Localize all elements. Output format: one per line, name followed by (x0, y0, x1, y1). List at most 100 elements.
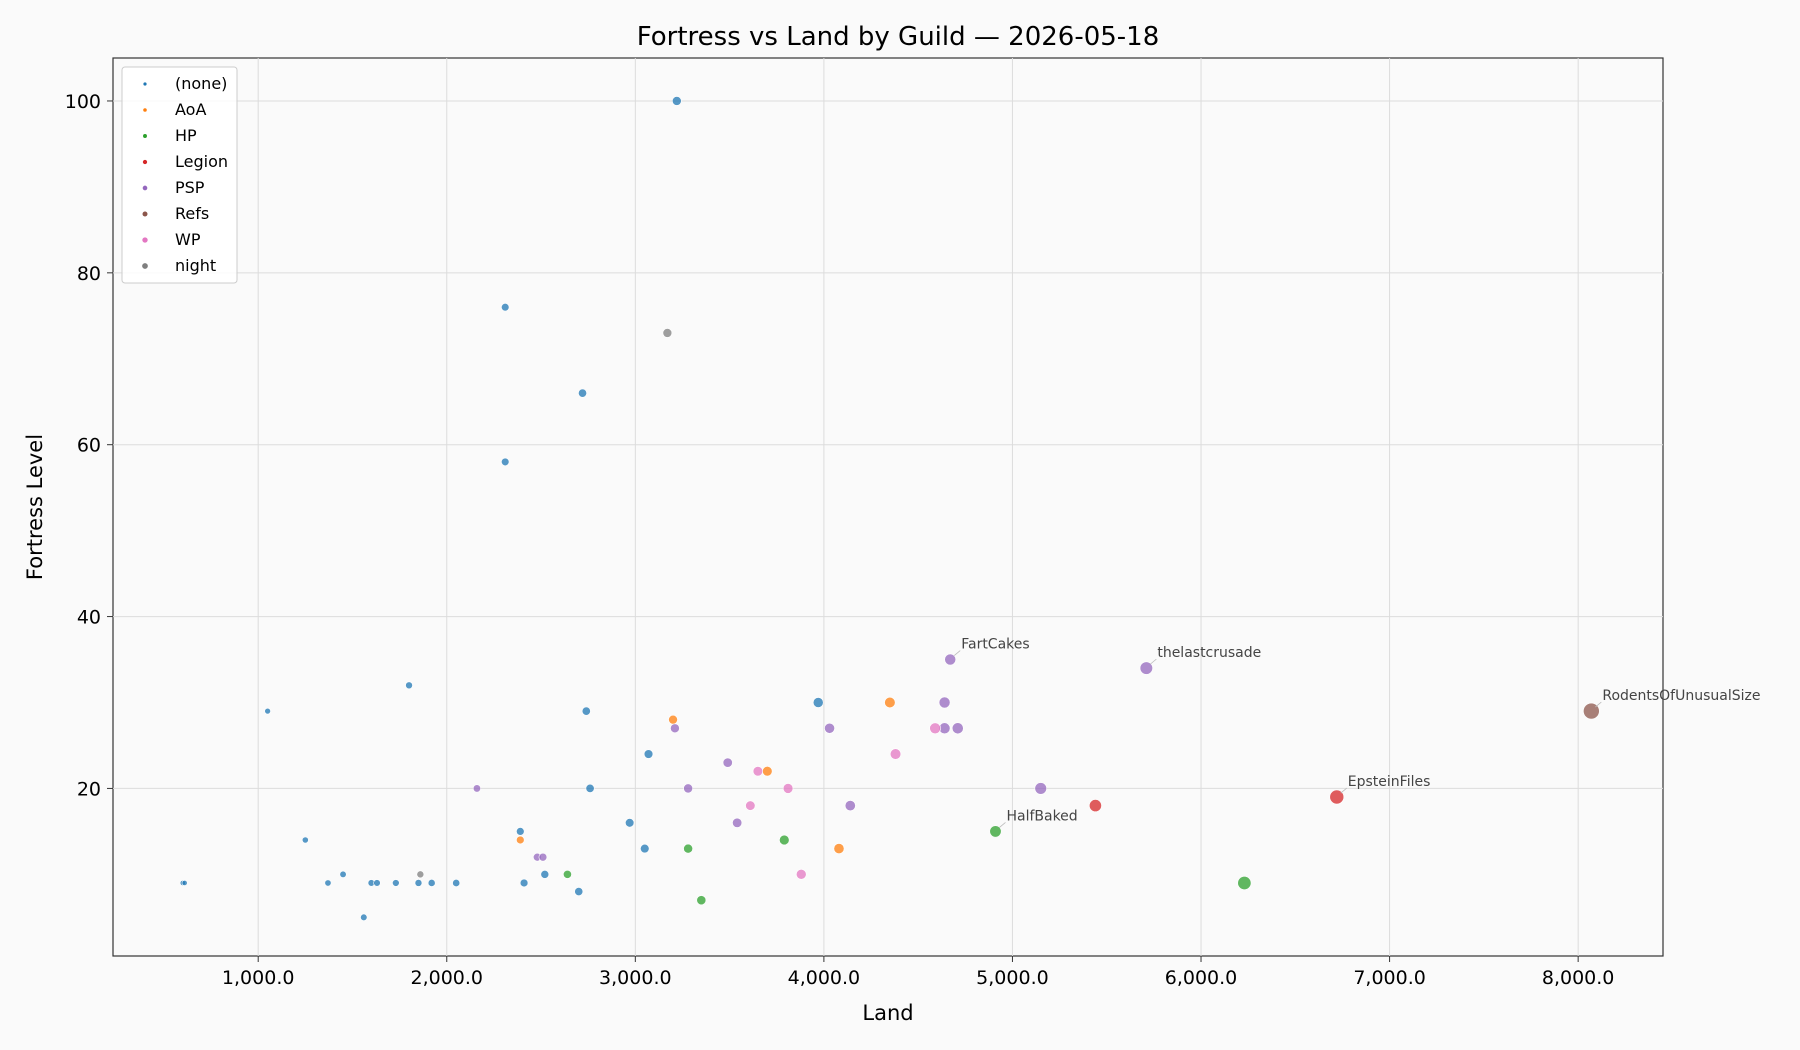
series-group (179, 96, 824, 921)
data-point (722, 757, 733, 768)
data-point (501, 303, 510, 312)
data-point (339, 870, 347, 878)
data-point (683, 783, 693, 794)
data-point (732, 817, 743, 828)
data-point (1034, 782, 1047, 795)
series-group (745, 722, 941, 880)
data-point (944, 653, 957, 666)
y-tick-label: 40 (77, 607, 101, 629)
data-point (264, 707, 271, 715)
data-point (416, 870, 425, 879)
x-ticks: 1,000.0 2,000.0 3,000.0 4,000.0 5,000.0 6,000… (222, 956, 1614, 989)
data-point (392, 879, 400, 887)
grid-layer (113, 58, 1663, 956)
data-point (782, 783, 794, 794)
series-group (1089, 789, 1345, 813)
x-tick-label: 2,000.0 (410, 967, 483, 989)
data-point (812, 697, 824, 708)
data-point (181, 880, 188, 886)
data-point (578, 388, 587, 398)
legend-label: (none) (175, 74, 227, 93)
legend-swatch (142, 211, 148, 217)
data-point (1237, 875, 1252, 890)
data-point (452, 878, 461, 887)
y-tick-label: 20 (77, 778, 101, 800)
point-annotation: RodentsOfUnusualSize (1602, 688, 1760, 704)
plot-area (112, 57, 1664, 957)
legend-swatch (142, 263, 148, 269)
data-point (563, 869, 572, 879)
x-tick-label: 5,000.0 (976, 967, 1049, 989)
legend-label: Refs (175, 204, 209, 223)
chart-title: Fortress vs Land by Guild — 2026-05-18 (637, 22, 1160, 52)
points-layer (179, 96, 1600, 921)
data-point (301, 836, 309, 844)
data-point (1329, 789, 1345, 805)
data-point (585, 783, 595, 793)
x-tick-label: 3,000.0 (599, 967, 672, 989)
point-annotation: HalfBaked (1006, 808, 1077, 824)
y-tick-label: 60 (77, 435, 101, 457)
annotation-leader (953, 650, 961, 656)
legend-swatch (143, 82, 147, 86)
data-point (519, 878, 529, 888)
series-group (516, 696, 896, 855)
annotation-layer: FartCakes thelastcrusade RodentsOfUnusualS… (953, 637, 1760, 828)
data-point (538, 852, 548, 862)
data-point (779, 834, 790, 846)
legend-label: WP (175, 230, 201, 249)
x-tick-label: 4,000.0 (788, 967, 861, 989)
data-point (643, 749, 654, 759)
point-annotation: FartCakes (961, 637, 1029, 653)
data-point (516, 835, 525, 845)
data-point (324, 879, 332, 887)
data-point (844, 800, 856, 812)
data-point (795, 869, 807, 880)
data-point (671, 96, 682, 106)
legend: (none) AoA HP Legion PSP Refs WP night (121, 66, 238, 284)
annotation-leader (1150, 658, 1157, 665)
data-point (762, 766, 773, 777)
legend-label: night (175, 256, 216, 275)
data-point (824, 722, 835, 734)
data-point (929, 722, 941, 735)
annotation-leader (1595, 701, 1602, 708)
data-point (405, 681, 413, 690)
legend-swatch (143, 108, 147, 112)
y-tick-label: 80 (77, 263, 101, 285)
legend-label: Legion (175, 152, 228, 171)
point-annotation: EpsteinFiles (1348, 774, 1431, 790)
data-point (373, 879, 381, 887)
data-point (625, 818, 635, 828)
y-axis-label: Fortress Level (23, 434, 47, 580)
data-point (696, 895, 707, 906)
legend-swatch (143, 134, 147, 138)
data-point (662, 328, 673, 338)
data-point (833, 843, 845, 855)
data-point (668, 714, 678, 725)
x-tick-label: 1,000.0 (222, 967, 295, 989)
series-group (563, 825, 1252, 906)
legend-label: PSP (175, 178, 205, 197)
data-point (951, 722, 964, 735)
annotation-leader (1340, 787, 1348, 794)
legend-swatch (142, 159, 148, 165)
data-point (938, 696, 951, 709)
x-tick-label: 6,000.0 (1165, 967, 1238, 989)
data-point (516, 827, 525, 836)
legend-label: HP (175, 126, 197, 145)
data-point (683, 843, 693, 854)
data-point (752, 766, 764, 777)
data-point (889, 748, 902, 760)
legend-swatch (142, 237, 148, 243)
point-annotation: thelastcrusade (1157, 645, 1261, 661)
x-axis-label: Land (862, 1001, 913, 1025)
data-point (574, 887, 584, 896)
data-point (414, 879, 423, 887)
data-point (472, 784, 481, 793)
y-tick-label: 100 (65, 91, 101, 113)
series-group (472, 653, 1153, 862)
data-point (360, 913, 368, 921)
x-tick-label: 7,000.0 (1353, 967, 1426, 989)
